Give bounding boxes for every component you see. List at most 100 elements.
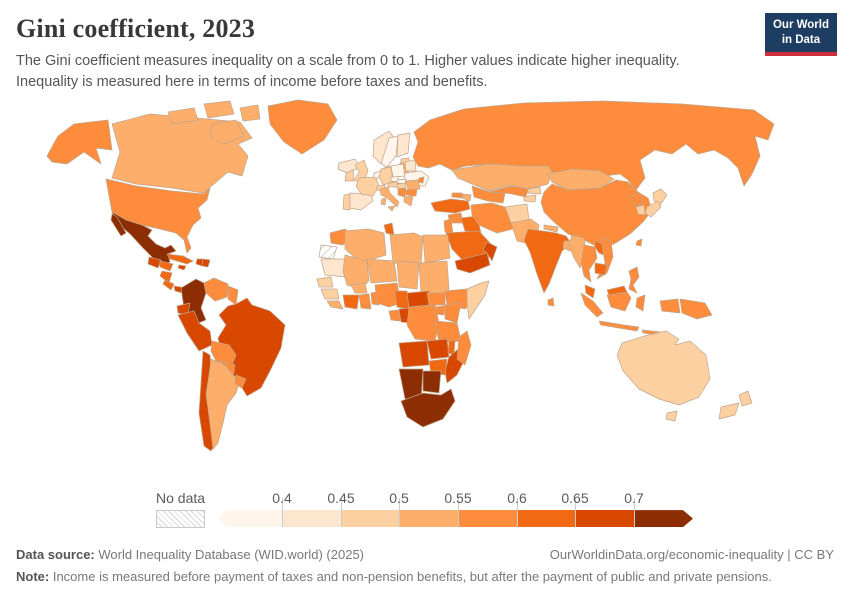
country-north-korea[interactable] <box>629 192 643 206</box>
country-democratic-republic-of-congo[interactable] <box>406 304 440 342</box>
country-canada[interactable] <box>167 107 199 125</box>
country-kazakhstan[interactable] <box>451 163 553 192</box>
country-turkey[interactable] <box>430 198 471 214</box>
country-sweden[interactable] <box>380 135 399 168</box>
country-venezuela[interactable] <box>203 277 229 302</box>
country-bulgaria[interactable] <box>405 188 418 197</box>
country-canada[interactable] <box>203 100 235 119</box>
owid-logo[interactable]: Our World in Data <box>764 13 837 56</box>
country-honduras[interactable] <box>159 260 174 272</box>
country-japan[interactable] <box>652 188 668 206</box>
country-guatemala[interactable] <box>147 256 162 269</box>
country-new-zealand[interactable] <box>718 402 740 420</box>
country-finland[interactable] <box>396 132 411 158</box>
country-dominican-republic[interactable] <box>201 258 211 268</box>
country-brazil[interactable] <box>217 297 286 397</box>
country-ghana[interactable] <box>358 293 372 310</box>
country-portugal[interactable] <box>342 193 351 211</box>
legend-bin-swatch[interactable] <box>634 510 693 527</box>
country-guyana[interactable] <box>227 285 239 306</box>
country-western-sahara[interactable] <box>318 244 338 260</box>
country-sri-lanka[interactable] <box>547 297 555 307</box>
country-botswana[interactable] <box>422 370 442 394</box>
legend-no-data-swatch[interactable] <box>156 510 205 529</box>
legend-bin-swatch[interactable] <box>399 510 458 528</box>
country-papua-new-guinea[interactable] <box>679 298 713 320</box>
country-italy[interactable] <box>380 197 387 206</box>
country-mongolia[interactable] <box>547 168 615 191</box>
owid-link[interactable]: OurWorldinData.org/economic-inequality |… <box>549 547 834 563</box>
country-senegal[interactable] <box>316 276 334 288</box>
country-angola[interactable] <box>398 340 430 368</box>
country-india[interactable] <box>523 228 572 294</box>
country-egypt[interactable] <box>422 234 451 264</box>
country-mexico[interactable] <box>110 213 127 237</box>
country-tajikistan[interactable] <box>523 194 537 203</box>
country-belarus[interactable] <box>404 159 417 172</box>
country-greenland[interactable] <box>267 99 338 155</box>
legend-bin-swatch[interactable] <box>218 510 282 528</box>
country-kyrgyzstan[interactable] <box>527 186 542 195</box>
country-germany[interactable] <box>378 166 394 186</box>
country-jamaica[interactable] <box>177 264 187 271</box>
country-indonesia[interactable] <box>659 298 681 314</box>
country-costa-rica[interactable] <box>162 279 175 291</box>
country-italy[interactable] <box>379 186 400 208</box>
country-south-africa[interactable] <box>400 388 456 428</box>
country-vietnam[interactable] <box>596 236 614 280</box>
country-malaysia[interactable] <box>584 284 596 299</box>
country-uganda[interactable] <box>434 305 446 316</box>
country-australia[interactable] <box>665 410 678 422</box>
legend-bin-swatch[interactable] <box>575 510 634 528</box>
country-burkina-faso[interactable] <box>350 282 368 294</box>
country-georgia[interactable] <box>451 192 464 199</box>
legend-bin-swatch[interactable] <box>458 510 517 528</box>
country-chad[interactable] <box>396 260 420 290</box>
country-niger[interactable] <box>366 258 398 284</box>
country-taiwan[interactable] <box>635 238 643 247</box>
country-greece[interactable] <box>403 195 414 207</box>
country-canada[interactable] <box>239 104 261 122</box>
country-gabon[interactable] <box>388 309 401 322</box>
country-zambia[interactable] <box>426 338 450 360</box>
country-canada[interactable] <box>209 119 245 145</box>
country-cambodia[interactable] <box>594 262 608 276</box>
country-ireland[interactable] <box>344 169 355 182</box>
country-azerbaijan[interactable] <box>461 193 472 202</box>
country-uruguay[interactable] <box>234 374 247 389</box>
country-italy[interactable] <box>387 205 396 212</box>
country-cote-divoire[interactable] <box>342 294 360 310</box>
country-new-zealand[interactable] <box>738 390 753 407</box>
country-oman[interactable] <box>482 241 498 262</box>
country-madagascar[interactable] <box>456 330 472 366</box>
country-australia[interactable] <box>616 330 711 406</box>
country-iceland[interactable] <box>337 158 361 174</box>
country-japan[interactable] <box>644 200 662 218</box>
legend-bin-swatch[interactable] <box>282 510 341 528</box>
country-nigeria[interactable] <box>374 282 402 308</box>
country-cuba[interactable] <box>166 253 194 265</box>
country-iran[interactable] <box>470 202 514 234</box>
country-moldova[interactable] <box>417 176 425 184</box>
country-indonesia[interactable] <box>580 292 604 318</box>
country-mexico[interactable] <box>111 211 177 267</box>
country-nepal[interactable] <box>543 224 559 233</box>
country-algeria[interactable] <box>344 228 387 264</box>
country-thailand[interactable] <box>580 244 598 283</box>
country-argentina[interactable] <box>205 358 241 450</box>
country-somalia[interactable] <box>466 280 490 320</box>
country-indonesia[interactable] <box>598 320 640 332</box>
country-south-sudan[interactable] <box>426 292 446 306</box>
country-peru[interactable] <box>177 310 213 352</box>
country-kenya[interactable] <box>444 302 462 324</box>
country-philippines[interactable] <box>628 266 640 294</box>
legend-bin-swatch[interactable] <box>341 510 399 528</box>
legend-bin-swatch[interactable] <box>517 510 575 528</box>
country-united-states-alaska[interactable] <box>46 119 113 165</box>
country-yemen[interactable] <box>454 252 491 274</box>
country-serbia[interactable] <box>397 187 407 198</box>
country-south-korea[interactable] <box>635 204 646 216</box>
country-indonesia[interactable] <box>606 291 632 312</box>
country-jordan[interactable] <box>443 218 454 235</box>
country-indonesia[interactable] <box>635 294 646 312</box>
